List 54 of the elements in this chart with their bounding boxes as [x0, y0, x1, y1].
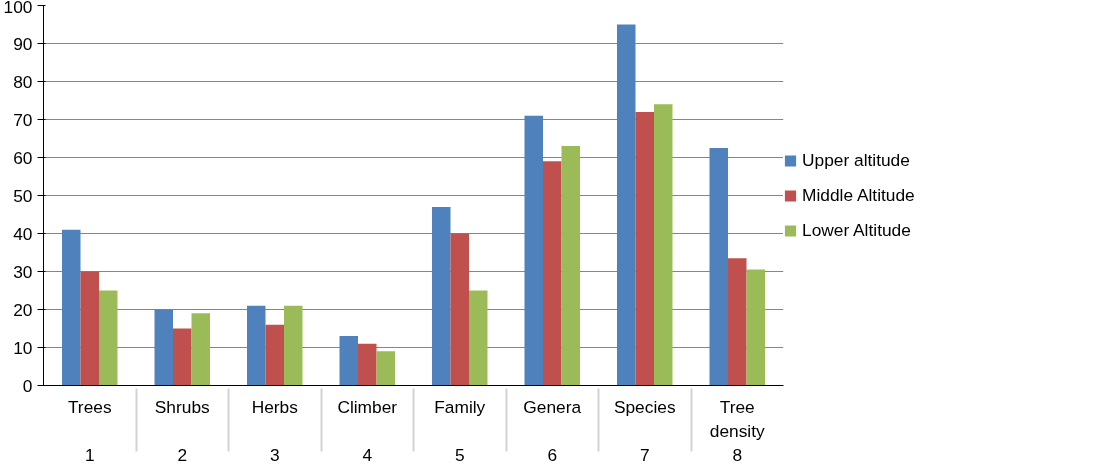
- x-tick-label: Herbs: [251, 396, 299, 417]
- y-tick-label: 60: [13, 147, 33, 168]
- bar: [709, 148, 728, 386]
- bar: [358, 343, 377, 386]
- y-tick-label: 70: [13, 109, 33, 130]
- y-tick-label: 40: [13, 223, 33, 244]
- x-tick-label: Shrubs: [154, 396, 211, 417]
- text: 8: [732, 444, 743, 465]
- bar: [99, 290, 118, 386]
- text: 3: [269, 444, 280, 465]
- bar: [469, 290, 488, 386]
- bar: [247, 305, 266, 386]
- x-tick-label: Trees: [67, 396, 112, 417]
- bar: [543, 161, 562, 386]
- x-tick-label: Family: [434, 396, 486, 417]
- bar: [376, 351, 395, 386]
- text: 5: [454, 444, 465, 465]
- bar: [284, 305, 303, 386]
- bar: [728, 258, 747, 386]
- legend-label: Middle Altitude: [802, 184, 915, 206]
- bar: [654, 104, 673, 386]
- x-tick-label: Species: [613, 396, 676, 417]
- bar: [265, 324, 284, 386]
- bar: [746, 269, 765, 386]
- y-tick-label: 90: [13, 33, 33, 54]
- y-tick-label: 100: [3, 0, 33, 17]
- text: 1: [84, 444, 95, 465]
- bar: [191, 313, 210, 386]
- bar: [617, 24, 636, 386]
- bar: [62, 229, 81, 386]
- y-tick-label: 80: [13, 71, 33, 92]
- bar: [635, 111, 654, 386]
- text: 6: [547, 444, 558, 465]
- bar: [80, 271, 99, 386]
- bar: [432, 206, 451, 386]
- text: 7: [639, 444, 650, 465]
- bar: [339, 336, 358, 386]
- y-tick-label: 50: [13, 185, 33, 206]
- x-tick-label: Tree density: [709, 396, 766, 441]
- y-tick-label: 20: [13, 299, 33, 320]
- bar: [154, 309, 173, 386]
- y-tick-label: 0: [22, 375, 33, 396]
- y-tick-label: 30: [13, 261, 33, 282]
- bar: [524, 115, 543, 386]
- legend-label: Upper altitude: [802, 149, 910, 171]
- text: 4: [362, 444, 373, 465]
- legend-label: Lower Altitude: [802, 219, 911, 241]
- x-tick-label: Genera: [523, 396, 582, 417]
- x-tick-label: Climber: [337, 396, 398, 417]
- bar: [561, 146, 580, 386]
- bar: [450, 233, 469, 386]
- y-tick-label: 10: [13, 337, 33, 358]
- text: 2: [177, 444, 188, 465]
- bar: [173, 328, 192, 386]
